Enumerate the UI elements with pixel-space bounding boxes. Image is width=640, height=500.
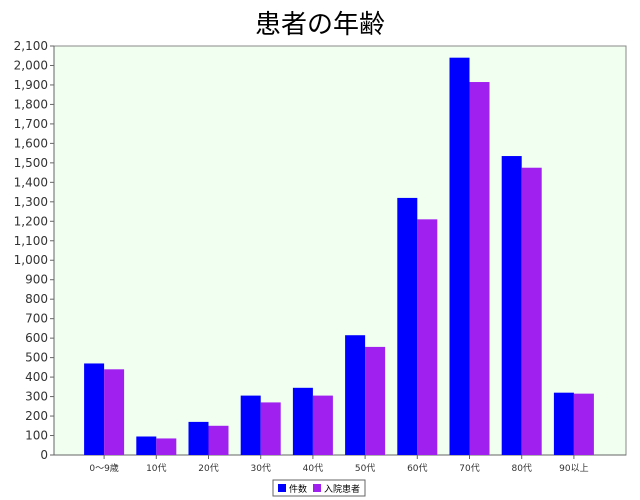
legend-swatch [278,484,286,492]
y-tick-label: 900 [25,273,48,287]
y-tick-label: 1,100 [14,234,48,248]
y-tick-label: 500 [25,351,48,365]
y-tick-label: 1,300 [14,195,48,209]
y-tick-label: 400 [25,370,48,384]
x-tick-label: 10代 [146,463,166,474]
bar-inpatient [469,82,490,456]
y-tick-label: 100 [25,429,48,443]
bar-count [292,387,313,455]
bar-inpatient [156,438,177,455]
x-tick-label: 30代 [250,463,270,474]
legend-swatch [313,484,321,492]
y-tick-label: 1,500 [14,156,48,170]
y-tick-label: 600 [25,331,48,345]
bar-inpatient [260,402,281,455]
y-tick-label: 1,600 [14,136,48,150]
legend-label: 入院患者 [324,483,360,495]
bar-inpatient [573,393,594,455]
bar-inpatient [104,369,125,455]
y-tick-label: 1,400 [14,175,48,189]
y-axis: 0 100 200 300 400 500 600 700 800 900 1,000 1,100 1,… [14,39,55,462]
x-tick-label: 90以上 [559,463,588,474]
y-tick-label: 200 [25,409,48,423]
y-tick-label: 1,200 [14,214,48,228]
bar-inpatient [417,219,438,455]
legend-label: 件数 [289,483,307,495]
bar-inpatient [521,167,542,455]
bar-count [84,363,105,455]
legend: 件数 入院患者 [272,479,366,497]
y-tick-label: 2,100 [14,39,48,53]
x-tick-label: 20代 [198,463,218,474]
x-tick-label: 70代 [459,463,479,474]
bar-count [188,421,209,455]
bar-count [397,197,418,455]
y-tick-label: 2,000 [14,58,48,72]
x-axis: 0〜9歳 10代 20代 30代 40代 50代 60代 70代 80代 90以上 [54,454,626,474]
bar-inpatient [312,395,333,455]
y-tick-label: 0 [40,448,48,462]
x-tick-label: 40代 [303,463,323,474]
bar-inpatient [208,425,229,455]
y-tick-label: 800 [25,292,48,306]
y-tick-label: 300 [25,390,48,404]
y-tick-label: 1,700 [14,117,48,131]
bars [84,57,594,456]
chart-title: 患者の年齢 [254,10,385,40]
x-tick-label: 0〜9歳 [89,462,118,474]
bar-count [449,57,470,455]
x-tick-label: 50代 [355,463,375,474]
y-tick-label: 700 [25,312,48,326]
bar-count [501,156,522,456]
x-tick-label: 60代 [407,463,427,474]
bar-count [240,395,261,455]
bar-count [136,436,157,455]
bar-count [345,335,366,455]
bar-count [553,392,574,455]
bar-inpatient [365,346,386,455]
y-tick-label: 1,000 [14,253,48,267]
y-tick-label: 1,800 [14,97,48,111]
x-tick-label: 80代 [511,463,531,474]
y-tick-label: 1,900 [14,78,48,92]
